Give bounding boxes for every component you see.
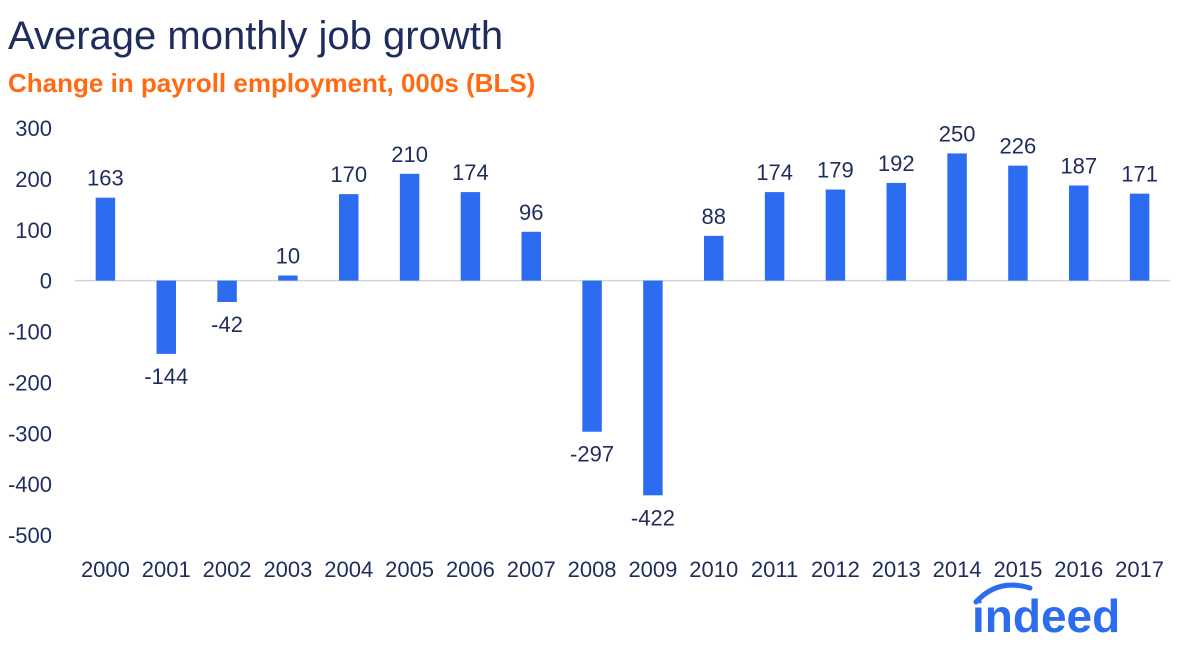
y-tick-label: 100 <box>15 218 52 243</box>
bar <box>399 173 420 281</box>
bar <box>1069 185 1089 281</box>
data-label: 179 <box>817 158 854 183</box>
x-tick-label: 2006 <box>446 557 495 582</box>
bar-series: 163 -144 -42 10 170 210 174 96 -297 -422 88 174 179 1… <box>87 121 1158 530</box>
bar <box>886 182 906 281</box>
x-tick-label: 2015 <box>993 557 1042 582</box>
bar <box>521 231 541 281</box>
bar <box>947 153 967 281</box>
x-axis: 2000 2001 2002 2003 2004 2005 2006 2007 2008 2009… <box>81 557 1164 582</box>
bar <box>460 192 481 281</box>
x-tick-label: 2011 <box>751 557 798 582</box>
data-label: 187 <box>1060 153 1097 178</box>
x-tick-label: 2013 <box>872 557 921 582</box>
x-tick-label: 2003 <box>263 557 312 582</box>
bar <box>582 280 602 432</box>
data-label: 174 <box>452 160 489 185</box>
x-tick-label: 2002 <box>203 557 252 582</box>
bar <box>643 280 663 496</box>
x-tick-label: 2012 <box>811 557 860 582</box>
data-label: -297 <box>570 442 614 467</box>
bar <box>156 280 176 354</box>
x-tick-label: 2016 <box>1054 557 1103 582</box>
bar <box>704 235 724 281</box>
y-axis: 300 200 100 0 -100 -200 -300 -400 -500 <box>8 116 52 548</box>
data-label: -422 <box>631 505 675 530</box>
chart-subtitle: Change in payroll employment, 000s (BLS) <box>8 68 536 98</box>
chart-title: Average monthly job growth <box>8 14 504 58</box>
data-label: 170 <box>330 162 367 187</box>
x-tick-label: 2004 <box>324 557 373 582</box>
indeed-logo: indeed <box>972 582 1120 640</box>
y-tick-label: -200 <box>8 370 52 395</box>
x-tick-label: 2009 <box>628 557 677 582</box>
bar <box>1008 165 1028 281</box>
y-tick-label: -500 <box>8 523 52 548</box>
x-tick-label: 2007 <box>507 557 556 582</box>
logo-text: indeed <box>972 590 1120 640</box>
bar <box>1129 193 1150 281</box>
data-label: 226 <box>1000 134 1037 159</box>
data-label: 250 <box>939 121 976 146</box>
data-label: -144 <box>144 364 188 389</box>
bar <box>339 194 359 281</box>
x-tick-label: 2008 <box>568 557 617 582</box>
y-tick-label: 300 <box>15 116 52 141</box>
data-label: 174 <box>756 160 793 185</box>
bar <box>217 280 237 302</box>
data-label: 88 <box>702 204 726 229</box>
data-label: 10 <box>276 244 300 269</box>
y-tick-label: -400 <box>8 472 52 497</box>
x-tick-label: 2014 <box>933 557 982 582</box>
bar <box>278 275 298 281</box>
bar <box>95 197 116 281</box>
data-label: 96 <box>519 200 543 225</box>
x-tick-label: 2000 <box>81 557 130 582</box>
y-tick-label: 0 <box>40 269 52 294</box>
data-label: 163 <box>87 166 124 191</box>
y-tick-label: 200 <box>15 167 52 192</box>
logo-arc <box>973 582 1033 605</box>
data-label: 210 <box>391 142 428 167</box>
bar <box>764 192 785 281</box>
x-tick-label: 2001 <box>142 557 191 582</box>
x-tick-label: 2017 <box>1115 557 1164 582</box>
bar <box>825 189 846 281</box>
y-tick-label: -100 <box>8 320 52 345</box>
x-tick-label: 2010 <box>689 557 738 582</box>
data-label: -42 <box>211 312 243 337</box>
data-label: 171 <box>1121 162 1158 187</box>
data-label: 192 <box>878 151 915 176</box>
y-tick-label: -300 <box>8 421 52 446</box>
x-tick-label: 2005 <box>385 557 434 582</box>
